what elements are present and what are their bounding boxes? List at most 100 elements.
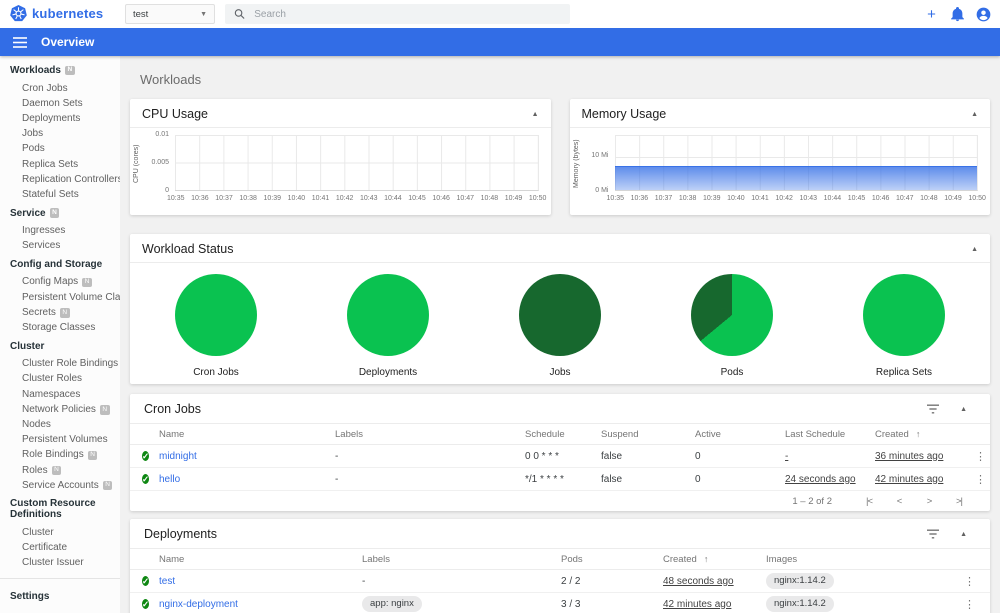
sidebar-item-storage-classes[interactable]: Storage Classes [22, 322, 96, 334]
sidebar-item-config-maps[interactable]: Config Maps N [0, 275, 120, 290]
label-chip: app: nginx [362, 596, 422, 612]
cell-suspend: false [601, 473, 623, 485]
namespace-value: test [133, 8, 149, 20]
sidebar-item-services[interactable]: Services [22, 240, 61, 252]
status-ok-icon: ✓ [142, 473, 150, 484]
cell-labels: - [335, 473, 339, 485]
sort-ascending-icon: ↑ [915, 428, 921, 439]
cell-created: 36 minutes ago [875, 450, 944, 462]
sidebar-item-crd-certificate[interactable]: Certificate [22, 542, 68, 554]
header-actions: + [924, 0, 991, 28]
sidebar-item-service-accounts[interactable]: Service Accounts N [0, 478, 120, 493]
cpu-usage-chart: CPU (cores) 0.01 0.005 0 10:35 10:36 10:37… [130, 128, 551, 216]
sidebar-item-cluster-roles[interactable]: Cluster Roles [22, 373, 83, 385]
menu-hamburger-icon[interactable] [13, 36, 27, 48]
row-menu-icon[interactable]: ⋮ [964, 575, 975, 588]
sidebar-item-crd-cluster[interactable]: Cluster [22, 526, 54, 538]
cell-created: 48 seconds ago [663, 575, 734, 587]
cpu-x-axis: 10:35 10:36 10:37 10:38 10:39 10:40 10:41 10:42… [167, 195, 547, 202]
first-page-button[interactable]: |< [865, 496, 873, 507]
cronjob-link[interactable]: hello [159, 473, 181, 485]
cpu-usage-title: CPU Usage [142, 107, 208, 121]
cron-jobs-title: Cron Jobs [144, 402, 201, 416]
namespaced-badge: N [49, 208, 60, 218]
sidebar-item-about[interactable]: About [0, 608, 120, 613]
sidebar-item-role-bindings[interactable]: Role Bindings N [0, 448, 120, 463]
pie-deployments [347, 274, 429, 356]
sidebar-item-deployments[interactable]: Deployments [22, 112, 81, 124]
collapse-arrow-icon[interactable]: ▲ [531, 110, 539, 118]
main-content: Workloads CPU Usage ▲ CPU (cores) 0.01 0… [120, 56, 1000, 613]
memory-plot-area [614, 135, 978, 191]
pie-label: Replica Sets [875, 367, 933, 378]
kubernetes-logo[interactable]: kubernetes [10, 5, 103, 22]
cpu-y-tick: 0 [165, 187, 169, 194]
cell-active: 0 [695, 473, 701, 485]
table-row: ✓ hello - */1 * * * * false 0 24 seconds… [130, 468, 990, 491]
cpu-plot-area [175, 135, 539, 191]
cron-jobs-pagination: 1 – 2 of 2 |< < > >| [130, 491, 990, 512]
search-bar[interactable] [225, 4, 570, 24]
cronjob-link[interactable]: midnight [159, 450, 197, 462]
filter-icon[interactable] [926, 404, 940, 414]
collapse-arrow-icon[interactable]: ▲ [960, 530, 967, 538]
sidebar-item-nodes[interactable]: Nodes [22, 418, 51, 430]
status-ok-icon: ✓ [142, 575, 150, 586]
sidebar-item-pods[interactable]: Pods [22, 143, 45, 155]
namespace-selector[interactable]: test ▼ [125, 4, 215, 24]
sidebar-item-daemon-sets[interactable]: Daemon Sets [22, 97, 83, 109]
deployment-link[interactable]: nginx-deployment [159, 598, 238, 610]
top-navbar: Overview [0, 28, 1000, 56]
column-header-name[interactable]: Name [159, 553, 185, 565]
sidebar-item-persistent-volumes[interactable]: Persistent Volumes [22, 434, 108, 446]
sidebar-item-roles[interactable]: Roles N [0, 463, 120, 478]
collapse-arrow-icon[interactable]: ▲ [960, 405, 967, 413]
memory-y-tick: 0 Mi [595, 187, 609, 194]
column-header-created[interactable]: Created ↑ [663, 553, 709, 565]
sidebar-item-replica-sets[interactable]: Replica Sets [22, 158, 79, 170]
search-icon [234, 9, 245, 19]
column-header-active: Active [695, 428, 721, 440]
last-page-button[interactable]: >| [955, 496, 963, 507]
image-chip: nginx:1.14.2 [766, 596, 834, 612]
sidebar-item-replication-controllers[interactable]: Replication Controllers [22, 173, 120, 185]
filter-icon[interactable] [926, 529, 940, 539]
row-menu-icon[interactable]: ⋮ [964, 598, 975, 611]
workload-status-title: Workload Status [142, 242, 234, 256]
previous-page-button[interactable]: < [896, 496, 903, 507]
cron-jobs-card: Cron Jobs ▲ Name Labels Schedule Suspend… [130, 394, 990, 511]
account-icon[interactable] [976, 7, 991, 22]
page-title: Workloads [140, 72, 202, 87]
search-input[interactable] [254, 8, 561, 20]
notifications-bell-icon[interactable] [950, 6, 965, 22]
column-header-created[interactable]: Created ↑ [875, 428, 921, 440]
collapse-arrow-icon[interactable]: ▲ [971, 245, 978, 253]
image-chip: nginx:1.14.2 [766, 573, 834, 589]
column-header-schedule: Schedule [525, 428, 565, 440]
row-menu-icon[interactable]: ⋮ [975, 450, 986, 463]
sidebar-item-crd-cluster-issuer[interactable]: Cluster Issuer [22, 557, 84, 569]
sidebar-item-secrets[interactable]: Secrets N [0, 305, 120, 320]
create-resource-button[interactable]: + [927, 5, 936, 23]
sidebar-item-cluster-role-bindings[interactable]: Cluster Role Bindings [22, 358, 119, 370]
next-page-button[interactable]: > [926, 496, 933, 507]
cell-pods: 3 / 3 [561, 598, 581, 610]
column-header-name[interactable]: Name [159, 428, 185, 440]
sidebar-item-ingresses[interactable]: Ingresses [22, 225, 66, 237]
sidebar-item-persistent-volume-claims[interactable]: Persistent Volume ClaimsN [0, 290, 120, 305]
sidebar-item-namespaces[interactable]: Namespaces [22, 388, 81, 400]
sidebar-item-cron-jobs[interactable]: Cron Jobs [22, 82, 68, 94]
row-menu-icon[interactable]: ⋮ [975, 473, 986, 486]
memory-y-tick: 10 Mi [591, 152, 609, 159]
sidebar-item-network-policies[interactable]: Network Policies N [0, 402, 120, 417]
pie-label: Jobs [549, 367, 571, 378]
cell-suspend: false [601, 450, 623, 462]
sidebar-item-settings[interactable]: Settings [10, 591, 50, 603]
pagination-range: 1 – 2 of 2 [792, 496, 832, 507]
sidebar-item-jobs[interactable]: Jobs [22, 128, 44, 140]
cell-last-schedule: 24 seconds ago [785, 473, 856, 485]
collapse-arrow-icon[interactable]: ▲ [971, 110, 978, 118]
sidebar-item-stateful-sets[interactable]: Stateful Sets [22, 188, 79, 200]
sort-ascending-icon: ↑ [703, 553, 709, 564]
deployment-link[interactable]: test [159, 575, 176, 587]
